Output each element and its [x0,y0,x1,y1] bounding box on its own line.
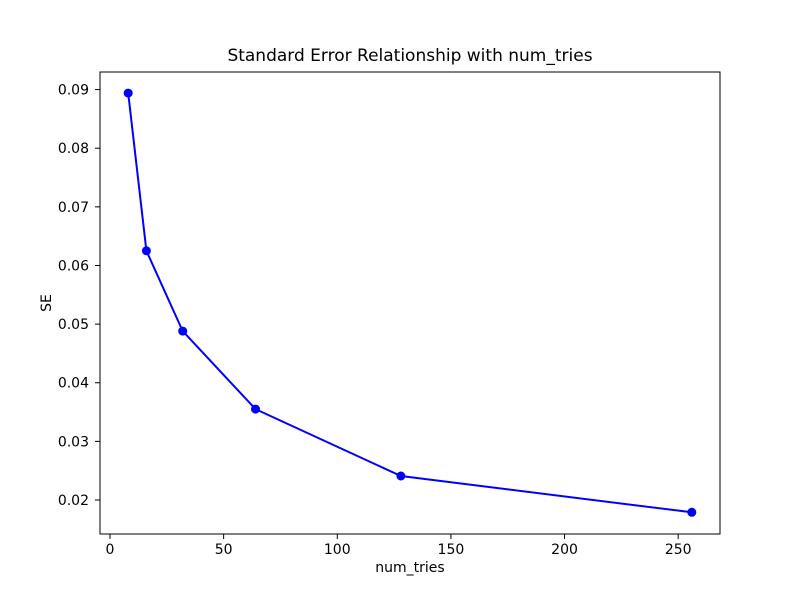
y-tick-label: 0.09 [58,83,89,99]
y-tick-label: 0.07 [58,200,89,216]
data-point [141,246,151,256]
y-tick-label: 0.04 [58,376,89,392]
x-tick-label: 0 [106,542,115,558]
y-tick-label: 0.05 [58,317,89,333]
data-point [396,471,406,481]
data-line [127,92,692,514]
y-tick-label: 0.03 [58,434,89,450]
plot-frame [99,71,721,535]
y-tick-label: 0.06 [58,258,89,274]
x-tick-label: 250 [665,542,692,558]
data-point [123,88,133,98]
y-tick-label: 0.08 [58,141,89,157]
x-tick-label: 50 [215,542,233,558]
y-tick-label: 0.02 [58,493,89,509]
x-tick-label: 200 [551,542,578,558]
plot-area: 0 50 100 150 200 250 0.02 0.03 0.04 0.05 0.06 0.07 0… [58,71,721,558]
y-axis-label: SE [39,294,55,312]
chart-title: Standard Error Relationship with num_tri… [227,46,592,66]
x-axis-label: num_tries [375,560,444,576]
data-point [687,507,697,517]
data-point [178,326,188,336]
x-tick-label: 100 [324,542,351,558]
x-tick-label: 150 [438,542,465,558]
data-point [251,404,260,414]
